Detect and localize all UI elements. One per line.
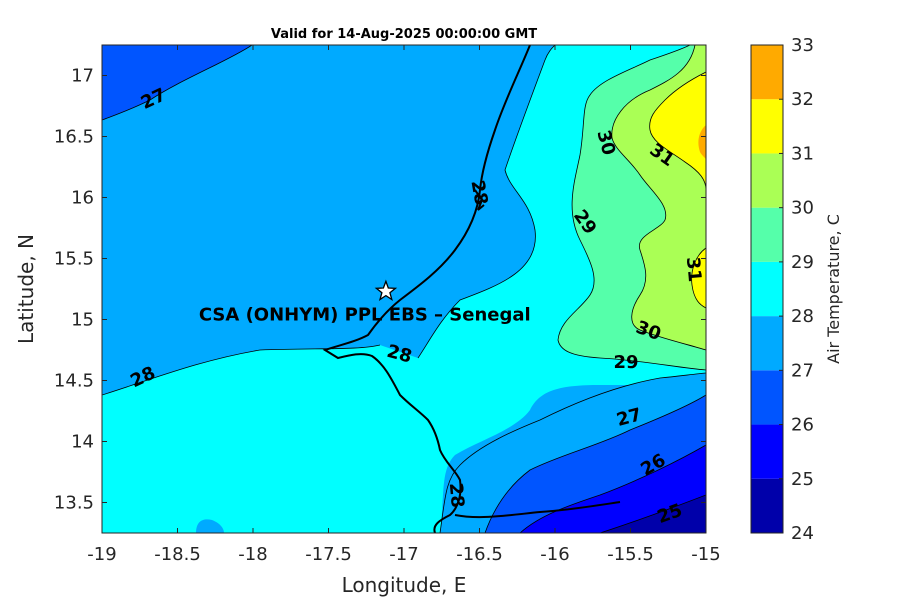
x-tick-label: -16.5 bbox=[456, 544, 503, 565]
colorbar-tick-label: 33 bbox=[791, 35, 814, 56]
colorbar-swatch bbox=[751, 153, 783, 208]
temp-band-31-32-east bbox=[691, 248, 706, 308]
colorbar-tick-label: 24 bbox=[791, 523, 814, 544]
colorbar-swatch bbox=[751, 261, 783, 317]
x-tick-label: -15.5 bbox=[607, 544, 654, 565]
x-tick-label: -17 bbox=[389, 544, 418, 565]
y-tick-label: 17 bbox=[71, 66, 94, 87]
x-tick-label: -18 bbox=[238, 544, 267, 565]
y-tick-label: 14.5 bbox=[54, 371, 94, 392]
x-tick-label: -17.5 bbox=[305, 544, 352, 565]
map-title: Valid for 14-Aug-2025 00:00:00 GMT bbox=[271, 27, 537, 42]
contour-label: 28 bbox=[466, 179, 491, 207]
y-tick-label: 15 bbox=[71, 310, 94, 331]
colorbar-tick-label: 30 bbox=[791, 198, 814, 219]
x-axis-label: Longitude, E bbox=[342, 573, 467, 597]
temp-band-32-33 bbox=[698, 125, 706, 160]
x-tick-label: -16 bbox=[540, 544, 569, 565]
temp-band-26-27 bbox=[102, 45, 252, 120]
station-marker-group: CSA (ONHYM) PPL EBS – Senegal bbox=[199, 279, 531, 325]
x-tick-label: -19 bbox=[87, 544, 116, 565]
colorbar-tick-label: 32 bbox=[791, 89, 814, 110]
colorbar-swatch bbox=[751, 424, 783, 479]
colorbar-swatch bbox=[751, 99, 783, 154]
contour-label: 31 bbox=[682, 256, 705, 283]
contour-label: 28 bbox=[445, 482, 468, 509]
colorbar-swatch bbox=[751, 45, 783, 100]
colorbar-swatch bbox=[751, 370, 783, 425]
y-axis: 13.5 14 14.5 15 15.5 16 16.5 17 bbox=[54, 66, 706, 514]
temp-band-24-25-se bbox=[600, 495, 706, 533]
colorbar-label: Air Temperature, C bbox=[824, 214, 843, 364]
colorbar-swatch bbox=[751, 478, 783, 533]
contour-label: 29 bbox=[613, 352, 638, 373]
y-axis-label: Latitude, N bbox=[14, 234, 38, 344]
colorbar-swatch bbox=[751, 207, 783, 262]
colorbar: 24 25 26 27 28 29 30 31 32 33 bbox=[750, 35, 814, 544]
temp-band-25-26-se bbox=[520, 445, 706, 533]
x-tick-label: -18.5 bbox=[154, 544, 201, 565]
y-tick-label: 14 bbox=[71, 432, 94, 453]
temp-band-28-29 bbox=[102, 45, 706, 533]
colorbar-swatch bbox=[751, 316, 783, 371]
river-gambia bbox=[454, 501, 621, 519]
contour-map bbox=[102, 45, 706, 533]
colorbar-tick-label: 26 bbox=[791, 415, 814, 436]
colorbar-tick-label: 29 bbox=[791, 252, 814, 273]
y-tick-label: 16.5 bbox=[54, 127, 94, 148]
y-tick-label: 13.5 bbox=[54, 493, 94, 514]
y-tick-label: 16 bbox=[71, 188, 94, 209]
coastline bbox=[322, 45, 531, 533]
station-star-icon bbox=[374, 279, 398, 302]
colorbar-frame bbox=[750, 44, 784, 534]
station-label: CSA (ONHYM) PPL EBS – Senegal bbox=[199, 304, 531, 325]
y-tick-label: 15.5 bbox=[54, 249, 94, 270]
colorbar-tick-label: 28 bbox=[791, 306, 814, 327]
colorbar-tick-label: 31 bbox=[791, 143, 814, 164]
colorbar-tick-label: 25 bbox=[791, 469, 814, 490]
temp-band-27-28-spot bbox=[196, 519, 224, 533]
contour-lines bbox=[102, 45, 706, 533]
coastline-detail bbox=[474, 189, 485, 211]
colorbar-tick-label: 27 bbox=[791, 360, 814, 381]
x-axis: -19 -18.5 -18 -17.5 -17 -16.5 -16 -15.5 -15 bbox=[87, 45, 721, 565]
x-tick-label: -15 bbox=[691, 544, 720, 565]
